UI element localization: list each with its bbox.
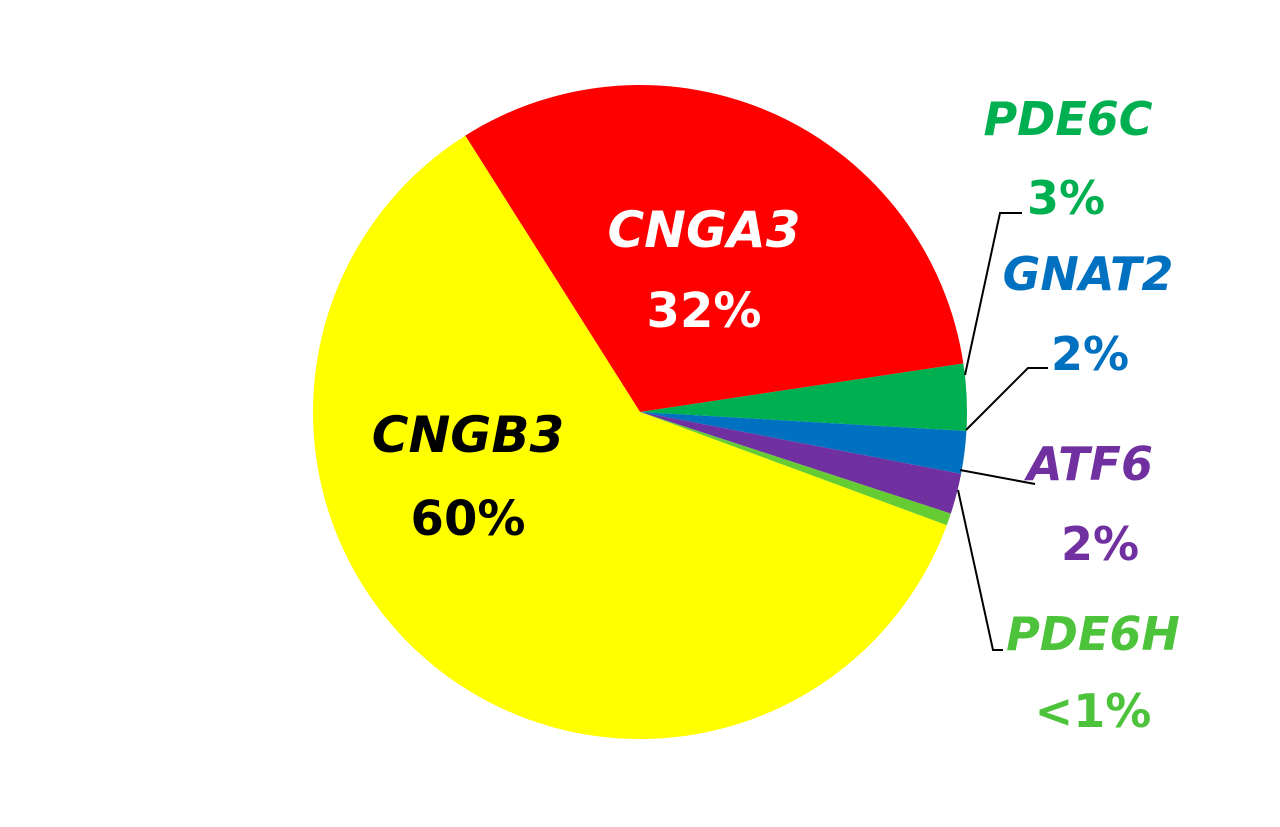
label-pde6h-name: PDE6H	[1006, 607, 1180, 661]
labels-group: CNGB3 60% CNGA3 32% PDE6C 3% GNAT2 2% AT…	[372, 92, 1180, 738]
leader-line-pde6h	[957, 489, 1003, 651]
slice-pde6h	[640, 412, 951, 526]
label-atf6-name: ATF6	[1024, 437, 1153, 491]
label-pde6c-pct: 3%	[1027, 171, 1105, 225]
slice-cngb3	[313, 135, 947, 740]
label-cnga3-pct: 32%	[647, 283, 762, 339]
leader-line-atf6	[959, 469, 1036, 485]
slice-gnat2	[640, 412, 967, 474]
label-atf6-pct: 2%	[1061, 517, 1139, 571]
slice-cnga3	[465, 85, 964, 412]
leader-line-gnat2	[965, 367, 1048, 431]
slice-pde6c	[640, 363, 968, 432]
label-pde6c-name: PDE6C	[983, 92, 1152, 146]
leader-line-pde6c	[964, 212, 1022, 376]
label-cngb3-name: CNGB3	[372, 406, 564, 464]
label-gnat2-name: GNAT2	[1003, 247, 1174, 301]
label-gnat2-pct: 2%	[1051, 327, 1129, 381]
label-cngb3-pct: 60%	[411, 491, 526, 547]
leader-lines-group	[957, 212, 1048, 651]
slice-atf6	[640, 412, 962, 514]
label-pde6h-pct: <1%	[1035, 684, 1152, 738]
slices-group	[313, 85, 968, 740]
label-cnga3-name: CNGA3	[607, 201, 800, 259]
